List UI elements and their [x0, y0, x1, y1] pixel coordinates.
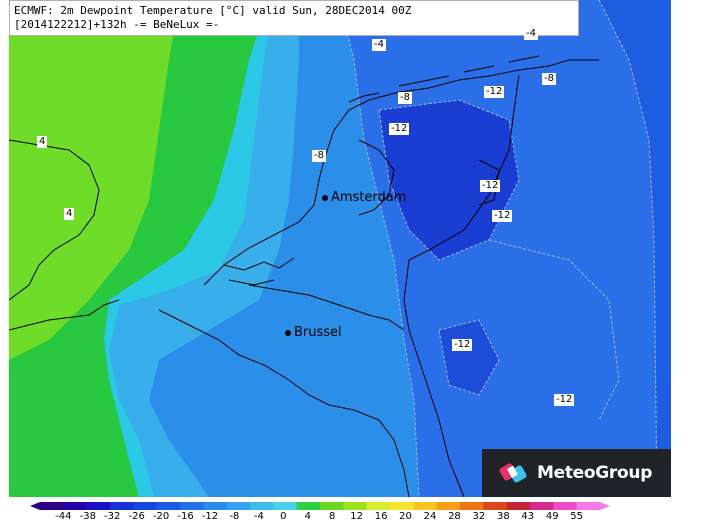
- city-label-amsterdam: Amsterdam: [331, 190, 407, 205]
- contour-label: -8: [398, 92, 412, 104]
- colorbar-segment: [530, 502, 554, 510]
- colorbar-tick-label: 12: [350, 511, 364, 522]
- colorbar-segment: [156, 502, 181, 510]
- dewpoint-map: [9, 0, 671, 497]
- colorbar-tick-label: 28: [448, 511, 461, 522]
- contour-label: -12: [452, 339, 473, 351]
- colorbar-tick-label: -20: [152, 511, 170, 522]
- colorbar: [30, 502, 610, 510]
- colorbar-segment: [436, 502, 461, 510]
- colorbar-tick-label: -4: [253, 511, 264, 522]
- colorbar-tick-label: -16: [177, 511, 194, 522]
- city-marker-icon: [285, 329, 291, 336]
- colorbar-tick-label: -8: [229, 511, 240, 522]
- contour-label: -4: [524, 28, 538, 40]
- colorbar-tick-label: -44: [55, 511, 72, 522]
- city-label-brussel: Brussel: [294, 325, 342, 340]
- contour-label: -12: [484, 86, 505, 98]
- city-brussel: Brussel: [285, 325, 342, 340]
- colorbar-segment: [273, 502, 298, 510]
- colorbar-segment: [483, 502, 508, 510]
- contour-lines: [338, 0, 658, 497]
- contour-label: 4: [64, 208, 75, 220]
- city-amsterdam: Amsterdam: [322, 190, 406, 205]
- map-title-line1: ECMWF: 2m Dewpoint Temperature [°C] vali…: [14, 4, 412, 17]
- colorbar-tick-label: -32: [104, 511, 121, 522]
- colorbar-tick-label: -38: [79, 511, 96, 522]
- colorbar-segment: [180, 502, 204, 510]
- colorbar-segment: [320, 502, 344, 510]
- colorbar-ticks: -44 -38 -32 -26 -20 -16 -12 -8 -4 0 4 8 12 16 20 24 28 32…: [0, 511, 725, 525]
- colorbar-arrow-left: [30, 502, 40, 510]
- colorbar-segment: [203, 502, 228, 510]
- colorbar-segment: [250, 502, 274, 510]
- colorbar-segment: [366, 502, 391, 510]
- colorbar-segment: [390, 502, 414, 510]
- contour-label: -12: [480, 180, 501, 192]
- colorbar-segment: [296, 502, 321, 510]
- field-plus-8: [9, 0, 179, 360]
- contour-label: -4: [372, 39, 386, 51]
- colorbar-tick-label: 16: [374, 511, 388, 522]
- colorbar-tick-label: 43: [521, 511, 535, 522]
- contour-label: -12: [554, 394, 575, 406]
- colorbar-tick-label: 32: [472, 511, 486, 522]
- colorbar-tick-label: 49: [545, 511, 559, 522]
- contour-label: -8: [542, 73, 556, 85]
- colorbar-segment: [63, 502, 88, 510]
- colorbar-segment: [40, 502, 64, 510]
- colorbar-tick-label: -12: [201, 511, 219, 522]
- logo-text: MeteoGroup: [537, 463, 653, 483]
- meteogroup-logo: MeteoGroup: [482, 449, 671, 497]
- colorbar-segment: [86, 502, 111, 510]
- colorbar-segment: [576, 502, 601, 510]
- contour-label: 4: [37, 136, 48, 148]
- field-minus-16-south: [439, 320, 499, 395]
- colorbar-tick-label: 4: [304, 511, 311, 522]
- colorbar-segment: [413, 502, 438, 510]
- map-title-line2: [2014122212]+132h -= BeNeLux =-: [14, 18, 220, 31]
- colorbar-segment: [133, 502, 158, 510]
- contour-label: -8: [312, 150, 326, 162]
- contour-label: -12: [389, 123, 410, 135]
- colorbar-tick-label: 8: [329, 511, 336, 522]
- city-marker-icon: [322, 194, 328, 201]
- colorbar-tick-label: 55: [570, 511, 584, 522]
- colorbar-segment: [553, 502, 578, 510]
- contour-label: -12: [492, 210, 513, 222]
- map-title-box: ECMWF: 2m Dewpoint Temperature [°C] vali…: [9, 0, 579, 36]
- field-minus-16: [379, 100, 519, 260]
- colorbar-tick-label: 20: [399, 511, 412, 522]
- colorbar-segment: [343, 502, 368, 510]
- colorbar-tick-label: 24: [423, 511, 437, 522]
- colorbar-arrow-right: [600, 502, 610, 510]
- meteogroup-logo-icon: [499, 459, 529, 487]
- colorbar-segment: [110, 502, 134, 510]
- colorbar-tick-label: 38: [496, 511, 510, 522]
- colorbar-segment: [506, 502, 531, 510]
- colorbar-segment: [226, 502, 251, 510]
- colorbar-tick-label: -26: [128, 511, 145, 522]
- colorbar-tick-label: 0: [280, 511, 287, 522]
- colorbar-segment: [460, 502, 484, 510]
